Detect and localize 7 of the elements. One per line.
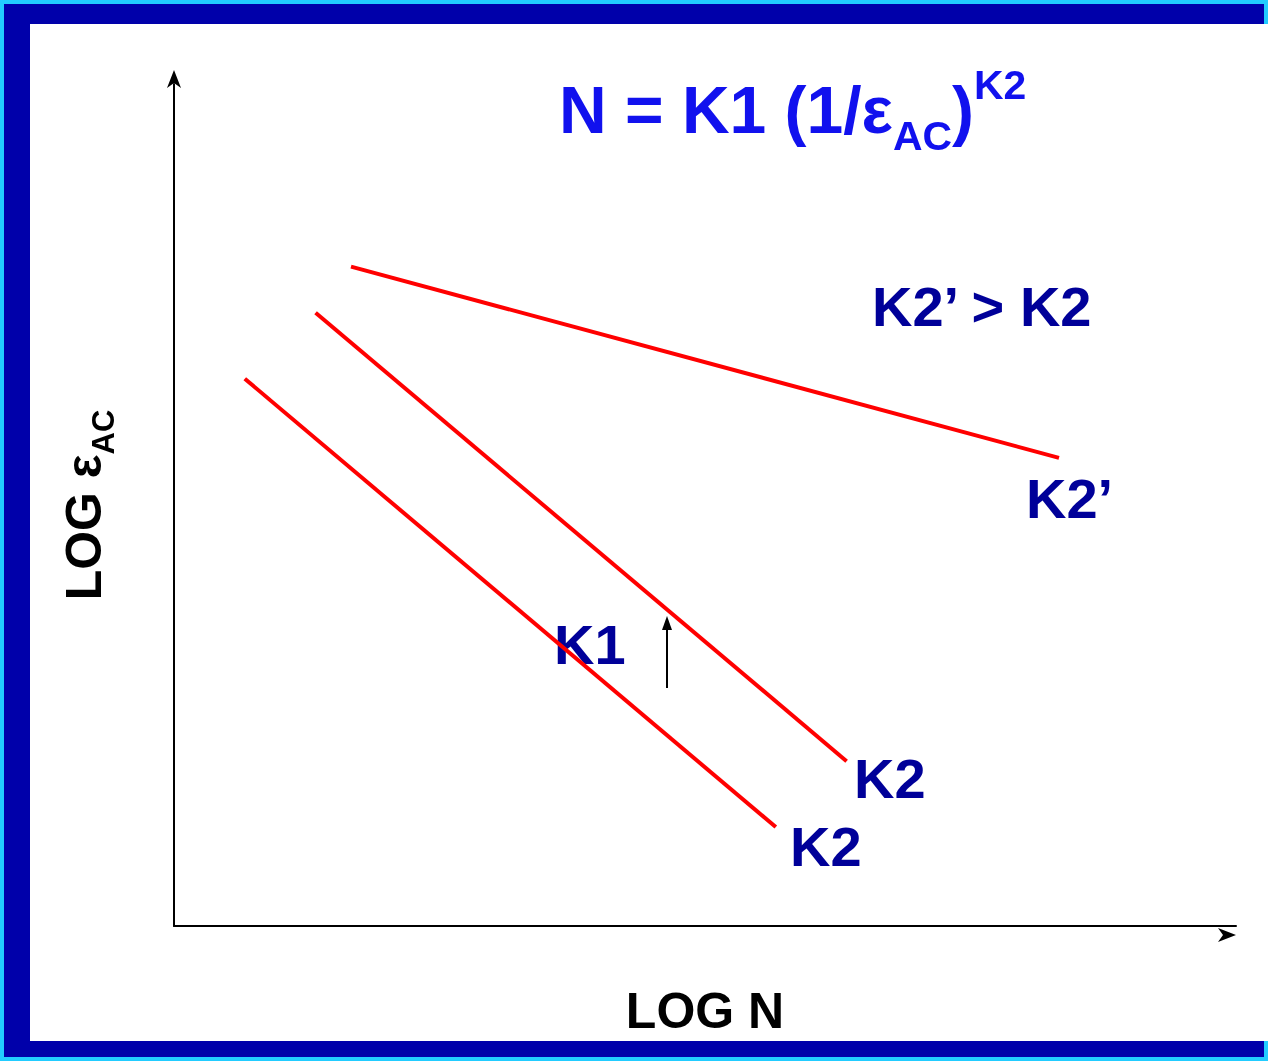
y-axis-title: LOG εAC [56, 409, 121, 601]
x-axis-title: LOG N [625, 983, 785, 1039]
annotation: K1 [554, 612, 626, 676]
annotation: K2 [854, 746, 926, 810]
annotation: K2 [790, 814, 862, 878]
annotation: K2’ [1026, 466, 1114, 530]
annotation: K2’ > K2 [872, 274, 1092, 338]
